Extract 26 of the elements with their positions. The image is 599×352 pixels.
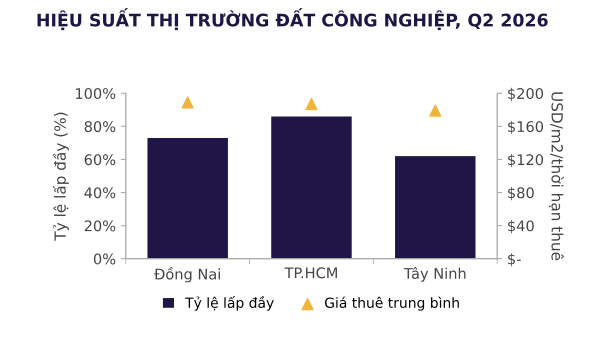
point — [305, 98, 318, 110]
y-tick-label: 80% — [84, 121, 116, 132]
x-tick-label: TP.HCM — [284, 267, 337, 278]
y-tick-label: 20% — [84, 220, 116, 232]
y-tick-label: 60% — [84, 154, 116, 166]
x-tick-label: Tây Ninh — [404, 267, 466, 282]
y2-tick-label: $- — [508, 253, 521, 266]
y2-tick-label: $200 — [508, 88, 544, 101]
bar — [271, 116, 352, 259]
legend-label: Tỷ lệ lấp đầy — [185, 296, 274, 311]
chart-title: HIỆU SUẤT THỊ TRƯỜNG ĐẤT CÔNG NGHIỆP, Q2 2026 — [38, 8, 548, 30]
y-tick-label: 40% — [84, 187, 116, 198]
bar — [147, 138, 228, 259]
point — [182, 96, 194, 108]
y-axis-title: Tỷ lệ lấp đầy (%) — [52, 112, 69, 241]
y-tick-label: 100% — [76, 88, 116, 100]
bar — [395, 156, 476, 259]
y-tick-label: 0% — [94, 253, 116, 264]
y2-axis-title: USD/m2/thời hạn thuê — [548, 92, 564, 260]
x-tick-label: Đồng Nai — [154, 267, 220, 282]
y2-tick-label: $80 — [508, 187, 534, 200]
point — [429, 104, 442, 117]
y2-tick-label: $40 — [508, 220, 534, 234]
y2-tick-label: $120 — [508, 154, 544, 168]
legend-label: Giá thuê trung bình — [325, 296, 459, 311]
y2-tick-label: $160 — [508, 120, 544, 134]
